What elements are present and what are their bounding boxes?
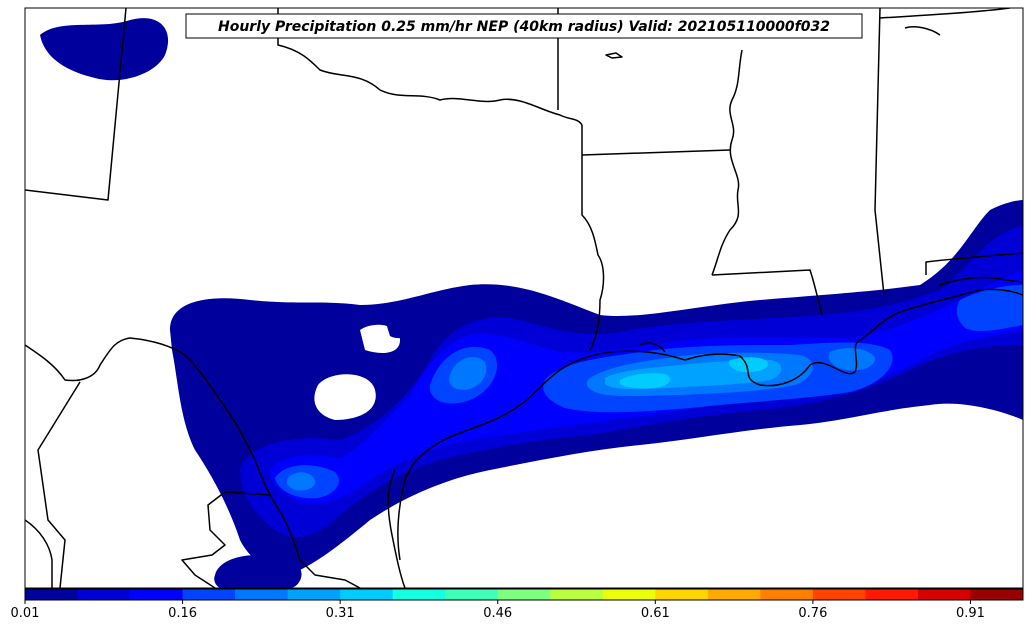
colorbar-swatch — [760, 589, 814, 600]
map-title-box: Hourly Precipitation 0.25 mm/hr NEP (40k… — [185, 13, 863, 39]
border-mississippi — [711, 49, 743, 276]
map-title: Hourly Precipitation 0.25 mm/hr NEP (40k… — [218, 19, 830, 35]
colorbar-swatch — [550, 589, 604, 600]
border-mexico-1 — [37, 381, 81, 588]
colorbar-swatch — [917, 589, 971, 600]
colorbar-swatch — [392, 589, 446, 600]
coast-louisiana — [684, 288, 1023, 387]
border-ar-la — [581, 149, 731, 156]
coast-padre — [387, 469, 406, 588]
colorbar-tick-label: 0.76 — [798, 606, 827, 621]
colorbar-swatch — [865, 589, 919, 600]
colorbar-tick-label: 0.16 — [168, 606, 197, 621]
colorbar-swatch — [445, 589, 499, 600]
colorbar-swatch — [235, 589, 289, 600]
border-red-river — [277, 8, 583, 126]
colorbar: 0.01 0.16 0.31 0.46 0.61 0.76 0.91 — [11, 588, 1024, 621]
colorbar-swatch — [25, 589, 79, 600]
colorbar-border — [24, 588, 1024, 601]
border-mexico-2 — [25, 519, 53, 588]
precip-blob-nw — [40, 18, 169, 81]
colorbar-swatch — [287, 589, 341, 600]
colorbar-swatch — [812, 589, 866, 600]
lake-1 — [605, 52, 623, 59]
border-west — [25, 8, 127, 201]
colorbar-swatch — [655, 589, 709, 600]
coast-texas — [397, 350, 686, 561]
border-mexico-3 — [181, 491, 271, 588]
precipitation-field — [40, 18, 1023, 588]
colorbar-swatch — [182, 589, 236, 600]
border-al-fl — [925, 252, 1023, 275]
lake-2 — [904, 26, 941, 36]
border-sabine — [581, 125, 605, 351]
colorbar-swatch — [602, 589, 656, 600]
border-la-ms — [711, 269, 823, 316]
colorbar-swatch — [77, 589, 131, 600]
border-mexico-4 — [299, 559, 361, 588]
colorbar-tick-label: 0.31 — [326, 606, 355, 621]
coast-florida — [939, 276, 1023, 286]
lake-3 — [639, 342, 666, 353]
colorbar-tick-label: 0.01 — [11, 606, 40, 621]
colorbar-swatch — [707, 589, 761, 600]
colorbar-swatch — [497, 589, 551, 600]
colorbar-swatch — [970, 589, 1024, 600]
colorbar-swatch — [340, 589, 394, 600]
precip-level-7 — [620, 357, 769, 389]
map-area: Hourly Precipitation 0.25 mm/hr NEP (40k… — [25, 8, 1023, 588]
colorbar-tick-label: 0.46 — [483, 606, 512, 621]
border-north — [879, 8, 1011, 19]
border-ms-al — [874, 8, 885, 296]
colorbar-tick-label: 0.91 — [956, 606, 985, 621]
colorbar-tick-label: 0.61 — [641, 606, 670, 621]
border-rio-grande — [25, 337, 301, 561]
colorbar-swatch — [130, 589, 184, 600]
boundary-lines — [25, 8, 1023, 588]
map-border — [24, 7, 1024, 589]
